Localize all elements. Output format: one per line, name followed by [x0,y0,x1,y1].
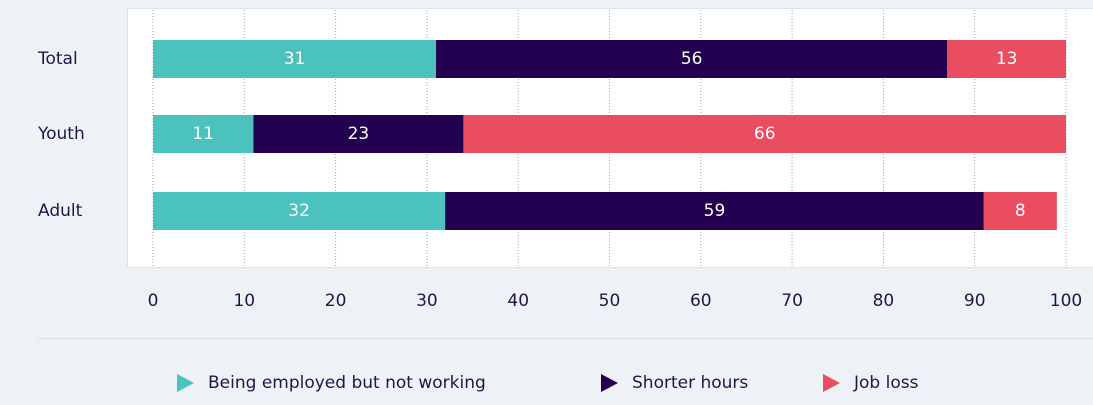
value-label: 8 [1015,201,1026,221]
value-label: 11 [192,124,214,144]
value-label: 59 [704,201,726,221]
y-tick-label: Youth [37,124,85,144]
legend-marker [823,374,840,392]
x-tick-label: 20 [325,291,347,311]
value-label: 56 [681,49,703,69]
value-label: 13 [996,49,1018,69]
value-label: 31 [284,49,306,69]
x-tick-label: 0 [148,291,159,311]
y-tick-label: Total [37,49,78,69]
legend-marker [177,374,194,392]
legend-label: Job loss [853,373,919,393]
x-tick-label: 10 [233,291,255,311]
legend-label: Shorter hours [632,373,748,393]
legend-label: Being employed but not working [208,373,486,393]
y-tick-label: Adult [38,201,83,221]
x-tick-label: 50 [599,291,621,311]
x-tick-label: 90 [964,291,986,311]
legend-marker [601,374,618,392]
x-tick-label: 100 [1050,291,1082,311]
value-label: 32 [288,201,310,221]
value-label: 23 [348,124,370,144]
x-tick-label: 80 [873,291,895,311]
x-tick-label: 70 [781,291,803,311]
x-tick-label: 60 [690,291,712,311]
x-tick-label: 30 [416,291,438,311]
value-label: 66 [754,124,776,144]
x-tick-label: 40 [507,291,529,311]
